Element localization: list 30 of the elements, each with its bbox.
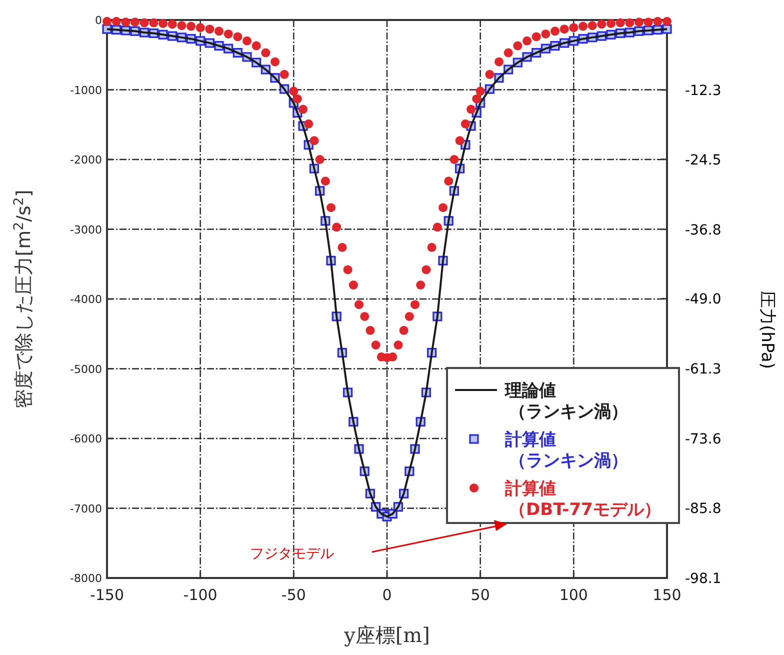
y2-tick-label: -85.8 [685,501,722,518]
x-tick-label: -100 [183,586,218,604]
x-tick-label: 150 [652,586,682,604]
legend-label: 計算値（DBT-77モデル） [504,479,661,520]
x-tick-label: -50 [281,586,306,604]
y-tick-label: -7000 [70,502,102,516]
y-tick-label: -4000 [70,293,102,306]
x-tick-label: 0 [382,586,392,604]
y2-tick-label: -24.5 [685,152,722,168]
y-tick-label: -2000 [70,154,102,166]
legend-label: 計算値（ランキン渦） [504,430,628,471]
y2-tick-label: -36.8 [685,222,722,238]
y2-axis-title: 圧力(hPa) [757,291,777,369]
y-tick-label: -5000 [70,362,102,376]
annotation: フジタモデル [250,546,334,562]
y-tick-label: -6000 [70,432,102,446]
x-tick-label: -150 [90,586,124,604]
y2-tick-label: -12.3 [685,82,722,99]
y2-tick-label: -98.1 [685,571,722,587]
y-tick-label: 0 [95,14,102,27]
y-tick-label: -8000 [70,572,102,585]
x-tick-label: 50 [470,586,490,604]
y-tick-label: -3000 [70,223,102,236]
y2-tick-label: -73.6 [685,432,722,448]
y2-tick-label: -61.3 [685,362,722,378]
y2-tick-label: -49.0 [685,292,722,308]
x-tick-label: 100 [559,586,588,604]
y-tick-label: -1000 [70,84,102,97]
x-axis-title: y座標[m] [343,623,430,647]
legend-label: 理論値（ランキン渦） [504,381,628,422]
